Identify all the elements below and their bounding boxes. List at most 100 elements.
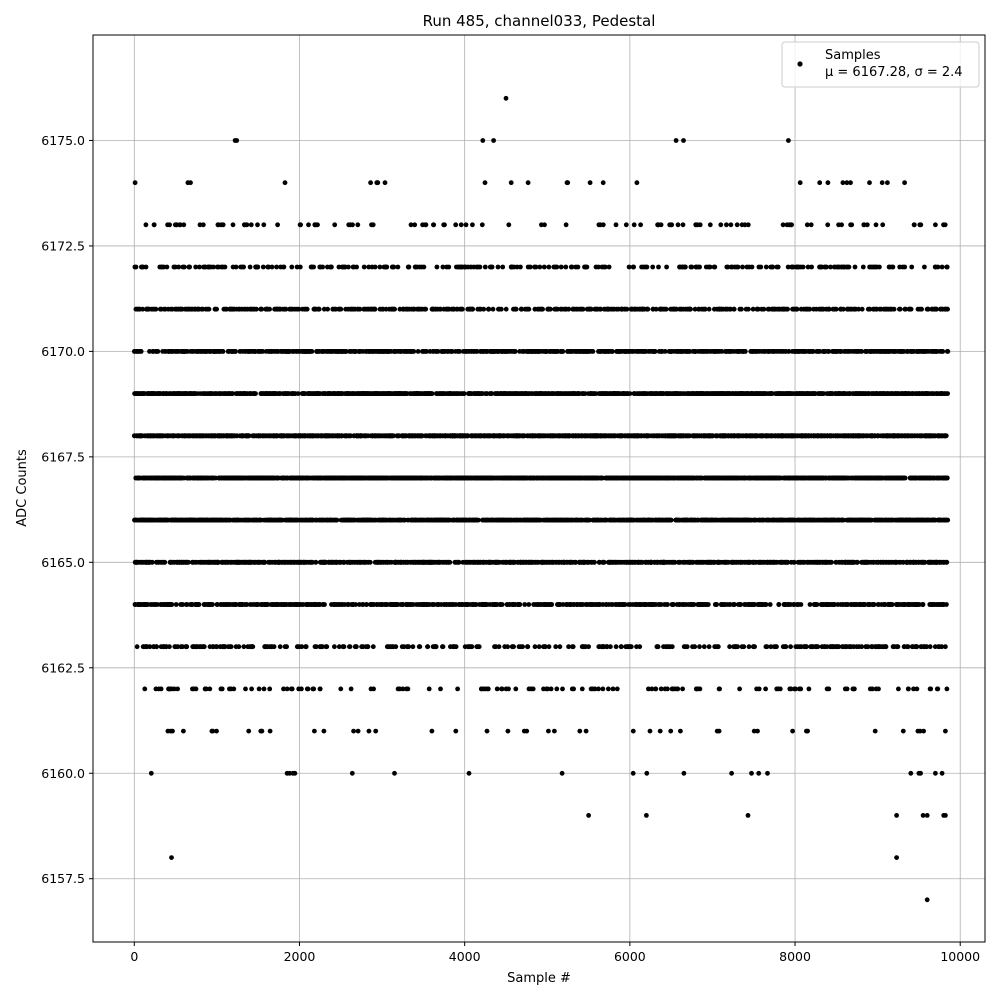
data-point [367, 559, 373, 565]
data-point [260, 349, 266, 354]
data-point [322, 602, 327, 607]
data-point [207, 686, 213, 692]
data-point [298, 222, 303, 228]
data-point [527, 264, 533, 270]
data-point [284, 686, 290, 692]
data-point [316, 306, 322, 312]
data-point [175, 644, 181, 650]
data-point [461, 391, 467, 396]
data-point [434, 264, 440, 270]
data-point [154, 644, 160, 650]
data-point [254, 306, 259, 312]
data-point [303, 644, 309, 650]
data-point [520, 644, 525, 650]
data-point [228, 644, 234, 650]
data-point [167, 222, 173, 228]
data-point [284, 644, 289, 650]
data-point [180, 602, 186, 607]
data-point [184, 602, 190, 607]
data-point [295, 391, 301, 396]
data-point [477, 264, 483, 270]
data-point [203, 686, 209, 692]
data-point [540, 306, 545, 312]
data-point [255, 264, 261, 270]
data-point [372, 306, 378, 312]
data-point [277, 644, 283, 650]
data-point [241, 264, 247, 270]
data-point [440, 644, 446, 650]
data-point [355, 728, 361, 734]
data-point [486, 306, 492, 312]
data-point [274, 264, 279, 270]
data-point [214, 644, 220, 650]
data-point [210, 602, 215, 607]
data-point [187, 264, 193, 270]
data-point [537, 264, 543, 270]
data-point [309, 349, 315, 354]
grid [93, 35, 985, 942]
data-point [384, 264, 390, 270]
data-point [447, 559, 453, 565]
data-point [181, 264, 187, 270]
data-point [500, 264, 506, 270]
data-point [355, 222, 361, 228]
data-point [281, 264, 287, 270]
data-point [524, 728, 530, 734]
data-point [231, 686, 237, 692]
data-point [395, 264, 401, 270]
data-point [446, 264, 452, 270]
data-point [262, 559, 268, 565]
data-point [148, 770, 154, 776]
data-point [220, 222, 226, 228]
data-point [426, 686, 432, 692]
data-point [341, 644, 347, 650]
data-point [466, 770, 472, 776]
data-point [455, 686, 460, 692]
data-point [525, 180, 531, 186]
data-point [415, 349, 421, 354]
data-point [429, 391, 435, 396]
data-point [297, 264, 303, 270]
data-point [149, 559, 155, 565]
data-point [261, 686, 267, 692]
data-point [372, 264, 378, 270]
data-point [214, 602, 220, 607]
data-point [476, 644, 482, 650]
data-point [503, 306, 509, 312]
data-point [469, 644, 475, 650]
data-point [526, 306, 532, 312]
data-point [453, 728, 459, 734]
data-point [536, 644, 542, 650]
data-point [289, 686, 295, 692]
data-point [373, 728, 379, 734]
data-point [431, 222, 437, 228]
data-point [306, 222, 311, 228]
data-point [265, 602, 271, 607]
data-point [347, 644, 353, 650]
data-point [196, 602, 202, 607]
data-point [506, 686, 511, 692]
data-point [370, 222, 376, 228]
data-point [476, 517, 481, 523]
data-point [249, 686, 255, 692]
data-point [463, 222, 469, 228]
data-point [169, 602, 175, 607]
data-point [479, 222, 485, 228]
data-point [518, 264, 523, 270]
data-point [147, 644, 153, 650]
data-point [170, 728, 175, 734]
data-point [405, 686, 411, 692]
data-point [392, 306, 397, 312]
data-point [312, 728, 317, 734]
data-point [410, 644, 416, 650]
data-point [296, 306, 302, 312]
data-point [283, 306, 289, 312]
data-point [425, 644, 431, 650]
data-point [267, 306, 272, 312]
data-point [155, 349, 161, 354]
data-point [511, 644, 516, 650]
data-point [315, 222, 320, 228]
data-point [140, 306, 146, 312]
data-point [321, 728, 327, 734]
data-point [299, 686, 304, 692]
